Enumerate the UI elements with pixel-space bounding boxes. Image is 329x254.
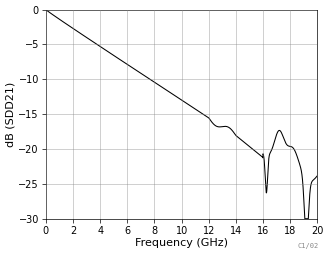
Y-axis label: dB (SDD21): dB (SDD21): [6, 82, 15, 147]
Text: C1/02: C1/02: [298, 243, 319, 249]
X-axis label: Frequency (GHz): Frequency (GHz): [135, 239, 228, 248]
